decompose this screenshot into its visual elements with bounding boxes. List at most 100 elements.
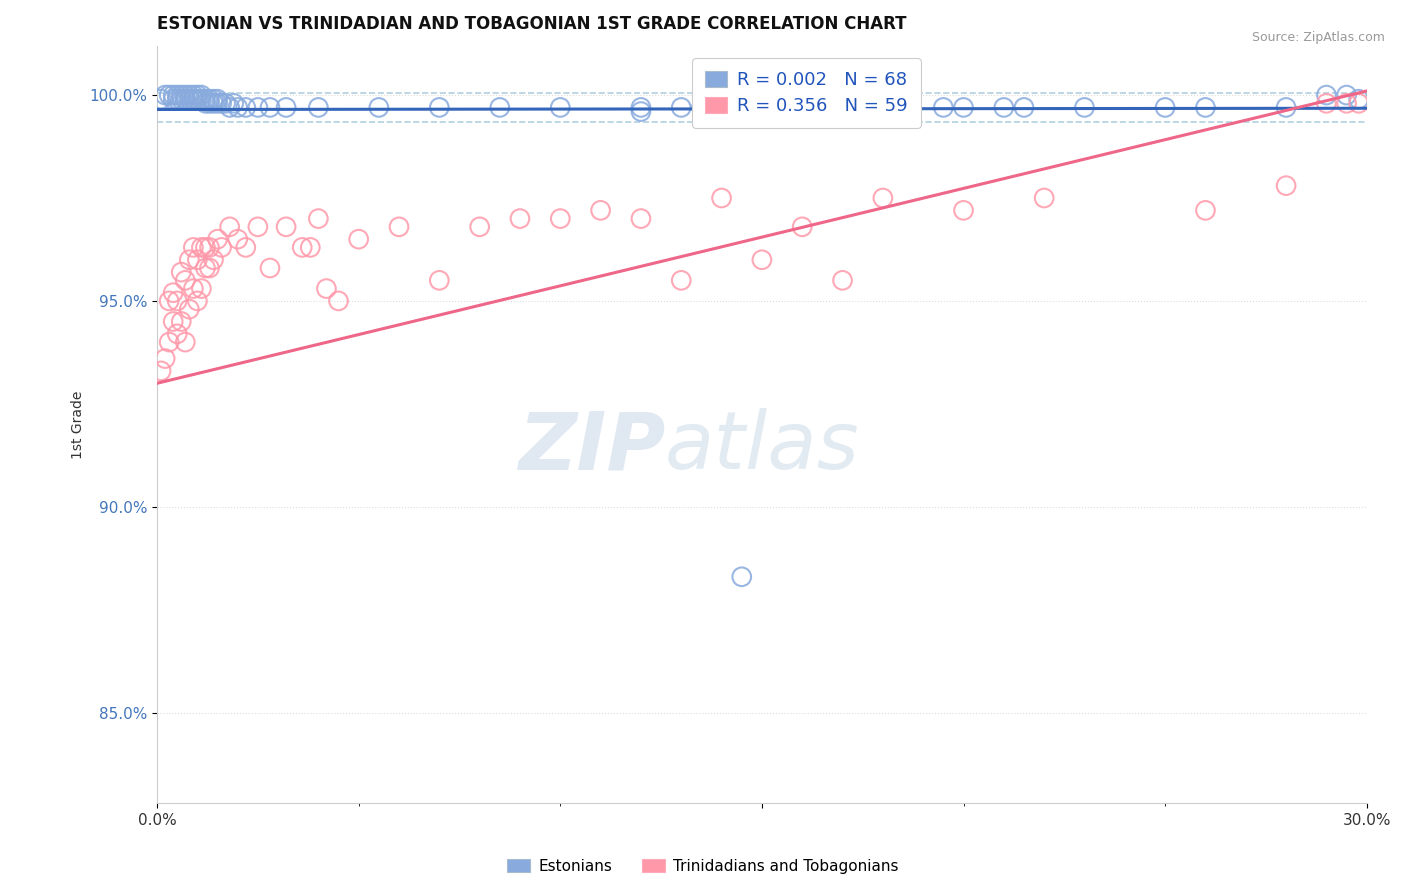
Point: [731, 570, 754, 584]
Point: [170, 92, 193, 106]
Point: [589, 203, 612, 218]
Text: ESTONIAN VS TRINIDADIAN AND TOBAGONIAN 1ST GRADE CORRELATION CHART: ESTONIAN VS TRINIDADIAN AND TOBAGONIAN 1…: [157, 15, 907, 33]
Point: [468, 219, 491, 234]
Point: [179, 252, 201, 267]
Point: [246, 100, 269, 114]
Point: [211, 96, 233, 111]
Point: [831, 273, 853, 287]
Point: [1336, 96, 1358, 111]
Point: [690, 100, 713, 114]
Point: [162, 92, 184, 106]
Point: [170, 314, 193, 328]
Point: [183, 88, 205, 103]
Point: [202, 252, 225, 267]
Point: [150, 364, 173, 378]
Point: [186, 293, 208, 308]
Point: [166, 326, 188, 341]
Point: [1073, 100, 1095, 114]
Point: [630, 100, 652, 114]
Point: [328, 293, 350, 308]
Point: [202, 96, 225, 111]
Point: [162, 88, 184, 103]
Point: [166, 88, 188, 103]
Point: [259, 260, 281, 275]
Point: [157, 293, 180, 308]
Y-axis label: 1st Grade: 1st Grade: [72, 391, 86, 458]
Point: [218, 219, 240, 234]
Point: [235, 100, 257, 114]
Point: [222, 96, 245, 111]
Point: [1347, 96, 1369, 111]
Point: [190, 88, 212, 103]
Point: [179, 92, 201, 106]
Point: [811, 100, 834, 114]
Point: [153, 351, 176, 366]
Point: [1154, 100, 1177, 114]
Point: [299, 240, 322, 254]
Point: [246, 219, 269, 234]
Point: [226, 232, 249, 246]
Point: [630, 104, 652, 119]
Point: [274, 100, 297, 114]
Point: [427, 273, 450, 287]
Point: [509, 211, 531, 226]
Point: [891, 100, 914, 114]
Point: [751, 100, 773, 114]
Point: [186, 92, 208, 106]
Point: [202, 92, 225, 106]
Point: [207, 96, 229, 111]
Point: [186, 88, 208, 103]
Point: [427, 100, 450, 114]
Point: [488, 100, 510, 114]
Point: [1315, 96, 1337, 111]
Point: [630, 211, 652, 226]
Point: [367, 100, 389, 114]
Point: [671, 273, 693, 287]
Point: [291, 240, 314, 254]
Point: [179, 302, 201, 317]
Point: [194, 260, 217, 275]
Point: [872, 191, 894, 205]
Point: [1033, 191, 1056, 205]
Point: [194, 96, 217, 111]
Point: [1275, 100, 1298, 114]
Text: atlas: atlas: [665, 409, 860, 486]
Point: [751, 252, 773, 267]
Point: [259, 100, 281, 114]
Point: [183, 282, 205, 296]
Text: Source: ZipAtlas.com: Source: ZipAtlas.com: [1251, 31, 1385, 45]
Point: [179, 88, 201, 103]
Point: [1347, 92, 1369, 106]
Point: [1336, 88, 1358, 103]
Point: [190, 282, 212, 296]
Point: [207, 232, 229, 246]
Point: [1315, 88, 1337, 103]
Point: [198, 96, 221, 111]
Point: [207, 92, 229, 106]
Point: [307, 100, 329, 114]
Point: [671, 100, 693, 114]
Point: [1012, 100, 1035, 114]
Point: [183, 92, 205, 106]
Point: [792, 100, 814, 114]
Point: [174, 335, 197, 350]
Point: [150, 92, 173, 106]
Point: [993, 100, 1015, 114]
Point: [170, 88, 193, 103]
Point: [388, 219, 411, 234]
Point: [211, 240, 233, 254]
Point: [307, 211, 329, 226]
Legend: Estonians, Trinidadians and Tobagonians: Estonians, Trinidadians and Tobagonians: [502, 853, 904, 880]
Point: [157, 88, 180, 103]
Point: [174, 92, 197, 106]
Point: [315, 282, 337, 296]
Point: [550, 211, 572, 226]
Point: [166, 92, 188, 106]
Point: [770, 100, 793, 114]
Point: [1275, 178, 1298, 193]
Point: [550, 100, 572, 114]
Point: [198, 240, 221, 254]
Point: [174, 273, 197, 287]
Point: [1194, 100, 1216, 114]
Point: [153, 88, 176, 103]
